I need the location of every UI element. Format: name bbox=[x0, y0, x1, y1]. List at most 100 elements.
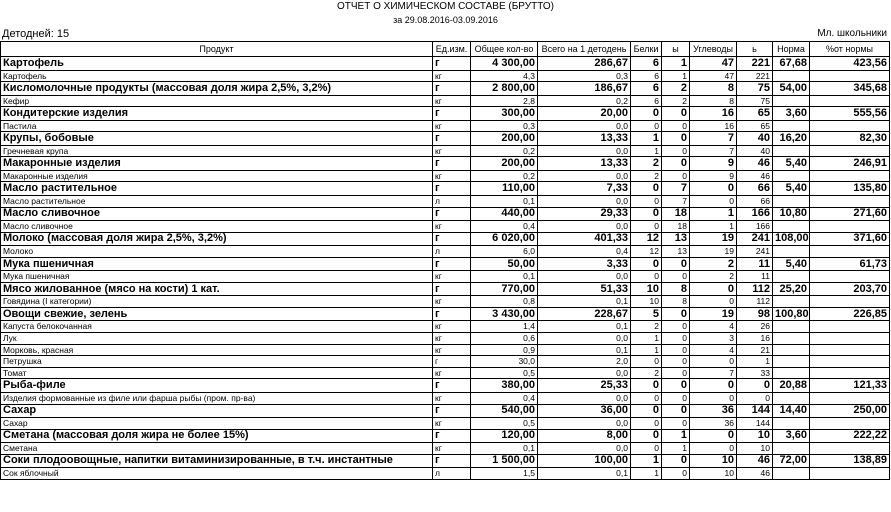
cell: 0,0 bbox=[537, 194, 631, 208]
cell: 0,1 bbox=[537, 320, 631, 334]
cell: 25,20 bbox=[772, 281, 810, 297]
cell: 7 bbox=[689, 144, 737, 158]
cell: 2 bbox=[630, 320, 662, 334]
cell: Масло сливочное bbox=[0, 220, 433, 233]
cell: 75 bbox=[736, 94, 773, 108]
cell: 6 bbox=[630, 69, 662, 83]
cell: 5 bbox=[630, 306, 662, 322]
cell: 0 bbox=[661, 355, 690, 368]
report-table: Продукт Ед.изм. Общее кол-во Всего на 1 дет… bbox=[0, 41, 890, 480]
cell bbox=[809, 69, 890, 83]
cell: Лук bbox=[0, 332, 433, 345]
cell: 0,0 bbox=[537, 119, 631, 133]
cell: Мясо жилованное (мясо на кости) 1 кат. bbox=[0, 281, 433, 297]
cell: 6,0 bbox=[470, 245, 538, 258]
cell: 0 bbox=[661, 417, 690, 430]
cell: л bbox=[432, 467, 471, 480]
item-row: Гречневая крупа кг 0,2 0,0 1 0 7 40 bbox=[0, 144, 890, 158]
cell: 300,00 bbox=[470, 106, 538, 121]
cell: 100,80 bbox=[772, 306, 810, 322]
cell: 2 bbox=[661, 81, 690, 96]
cell: 0 bbox=[661, 366, 690, 380]
cell: 166 bbox=[736, 206, 773, 222]
cell: 112 bbox=[736, 281, 773, 297]
cell: 0 bbox=[689, 391, 737, 405]
item-row: Картофель кг 4,3 0,3 6 1 47 221 bbox=[0, 69, 890, 83]
cell: 1 bbox=[689, 206, 737, 222]
cell: Сметана (массовая доля жира не более 15%… bbox=[0, 428, 433, 444]
cell: кг bbox=[432, 220, 471, 233]
cell: 36 bbox=[689, 417, 737, 430]
cell bbox=[809, 417, 890, 430]
cell: 16 bbox=[689, 119, 737, 133]
title: ОТЧЕТ О ХИМИЧЕСКОМ СОСТАВЕ (БРУТТО) bbox=[336, 1, 554, 12]
cell: 2 bbox=[630, 366, 662, 380]
cell: 271,60 bbox=[809, 206, 890, 222]
cell: 10 bbox=[689, 467, 737, 480]
cell: 1,4 bbox=[470, 320, 538, 334]
cell: 0 bbox=[689, 442, 737, 455]
cell: 2 800,00 bbox=[470, 81, 538, 96]
cell: 0,0 bbox=[537, 144, 631, 158]
cell: Молоко (массовая доля жира 2,5%, 3,2%) bbox=[0, 231, 433, 247]
cell: 0 bbox=[630, 378, 662, 393]
item-row: Макаронные изделия кг 0,2 0,0 2 0 9 46 bbox=[0, 169, 890, 183]
cell bbox=[772, 194, 810, 208]
age-group: Мл. школьники bbox=[817, 28, 887, 39]
cell: 3 430,00 bbox=[470, 306, 538, 322]
cell bbox=[809, 332, 890, 345]
cell bbox=[772, 343, 810, 357]
cell: 10 bbox=[630, 295, 662, 308]
cell: 5,40 bbox=[772, 181, 810, 196]
cell: 16 bbox=[736, 332, 773, 345]
cell: 100,00 bbox=[537, 453, 631, 469]
cell: 1 bbox=[630, 144, 662, 158]
cell: кг bbox=[432, 391, 471, 405]
cell: 0,3 bbox=[470, 119, 538, 133]
cell bbox=[772, 94, 810, 108]
cell: Сметана bbox=[0, 442, 433, 455]
cell: Овощи свежие, зелень bbox=[0, 306, 433, 322]
cell: 144 bbox=[736, 403, 773, 418]
cell: 8 bbox=[661, 295, 690, 308]
cell: Масло растительное bbox=[0, 181, 433, 196]
cell: 0 bbox=[736, 391, 773, 405]
group-row: Молоко (массовая доля жира 2,5%, 3,2%) г 6… bbox=[0, 231, 890, 247]
cell: г bbox=[432, 306, 471, 322]
cell: 0 bbox=[630, 256, 662, 272]
item-row: Сок яблочный л 1,5 0,1 1 0 10 46 bbox=[0, 467, 890, 480]
cell bbox=[772, 69, 810, 83]
cell: 72,00 bbox=[772, 453, 810, 469]
cell: 0 bbox=[630, 220, 662, 233]
cell: 770,00 bbox=[470, 281, 538, 297]
days: Детодней: 15 bbox=[2, 28, 70, 40]
group-row: Сахар г 540,00 36,00 0 0 36 144 14,40 250,00 bbox=[0, 403, 890, 418]
cell: 0 bbox=[661, 403, 690, 418]
group-row: Мука пшеничная г 50,00 3,33 0 0 2 11 5,40 61,73 bbox=[0, 256, 890, 272]
cell: кг bbox=[432, 69, 471, 83]
cell: 0,0 bbox=[537, 442, 631, 455]
cell: 0,0 bbox=[537, 220, 631, 233]
cell: 65 bbox=[736, 106, 773, 121]
cell bbox=[809, 442, 890, 455]
cell: Рыба-филе bbox=[0, 378, 433, 393]
cell: 16 bbox=[689, 106, 737, 121]
column-header: Продукт bbox=[0, 41, 433, 57]
cell: г bbox=[432, 156, 471, 171]
cell: 33 bbox=[736, 366, 773, 380]
cell: г bbox=[432, 256, 471, 272]
cell: 0 bbox=[661, 467, 690, 480]
cell: кг bbox=[432, 270, 471, 283]
cell: 286,67 bbox=[537, 56, 631, 71]
cell bbox=[809, 119, 890, 133]
cell: Сок яблочный bbox=[0, 467, 433, 480]
cell: 110,00 bbox=[470, 181, 538, 196]
cell: 1 500,00 bbox=[470, 453, 538, 469]
cell: 0 bbox=[630, 106, 662, 121]
cell: 200,00 bbox=[470, 156, 538, 171]
cell: 3 bbox=[689, 332, 737, 345]
cell: 0,2 bbox=[537, 94, 631, 108]
cell: 0 bbox=[630, 391, 662, 405]
cell: 1 bbox=[661, 442, 690, 455]
cell: г bbox=[432, 378, 471, 393]
